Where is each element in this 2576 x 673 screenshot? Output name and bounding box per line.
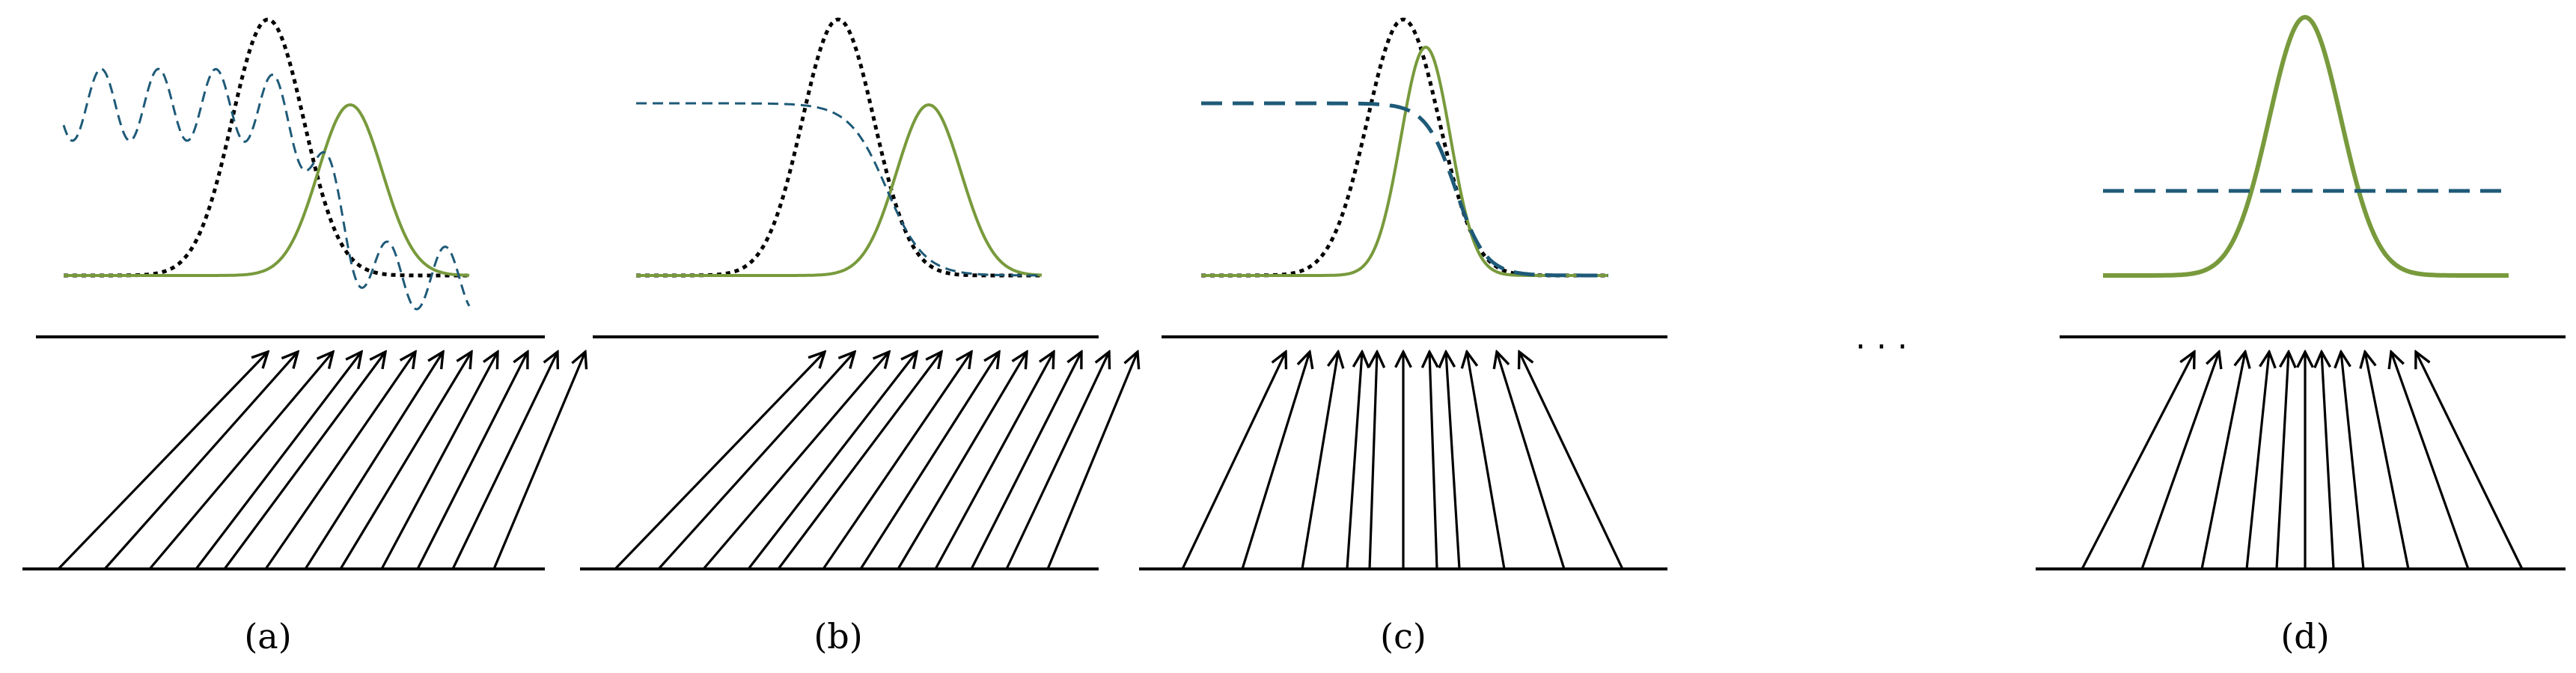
- panel-b-ratio-curve: [636, 102, 1042, 277]
- panel-d-model-curve: [2103, 14, 2509, 278]
- panel-b-arrow: [970, 352, 1081, 570]
- panel-a-arrow: [103, 352, 298, 570]
- panel-b-arrow: [1005, 352, 1109, 570]
- ellipsis: · · ·: [1855, 328, 1908, 366]
- panel-b-arrow: [897, 352, 1027, 570]
- panel-d-arrow: [2416, 352, 2524, 570]
- panel-a-arrow: [451, 352, 558, 570]
- panel-b-arrow: [1046, 352, 1138, 570]
- panel-d: (d): [2036, 14, 2566, 657]
- panel-c-model-curve: [1201, 45, 1608, 277]
- panel-a-model-curve: [64, 103, 470, 277]
- panel-b-model-curve: [636, 103, 1043, 277]
- panel-d-arrows: [2081, 352, 2524, 570]
- panel-d-arrow: [2245, 352, 2269, 570]
- panel-c-arrow: [1429, 352, 1437, 570]
- panel-a-ratio-curve: [62, 67, 471, 311]
- panel-c-arrow: [1370, 352, 1377, 570]
- panel-b-arrow: [702, 352, 889, 570]
- panel-c-arrow: [1497, 352, 1566, 570]
- panel-c-ratio-curve: [1201, 101, 1608, 278]
- panel-a-arrow: [380, 352, 498, 570]
- panel-c: (c): [1139, 17, 1667, 657]
- panel-d-caption: (d): [2280, 616, 2329, 657]
- panel-c-arrow: [1301, 352, 1338, 570]
- panel-b-target-curve: [636, 17, 1042, 278]
- panel-c-target-curve: [1201, 17, 1608, 278]
- panel-a-arrow: [57, 352, 268, 570]
- panel-b-plot: [636, 17, 1043, 278]
- panel-a-arrow: [304, 352, 443, 570]
- panel-a-plot: [62, 17, 471, 311]
- panel-b-arrow: [934, 352, 1054, 570]
- panel-b-arrow: [657, 352, 855, 570]
- panel-d-arrow: [2341, 352, 2365, 570]
- panel-d-arrow: [2081, 352, 2194, 570]
- panel-c-arrow: [1241, 352, 1310, 570]
- panel-c-arrows: [1181, 352, 1624, 570]
- panel-d-arrow: [2275, 352, 2289, 570]
- panel-a-arrow: [264, 352, 415, 570]
- panel-d-arrow: [2140, 352, 2219, 570]
- panel-b-arrow: [777, 352, 941, 570]
- panel-d-arrow: [2391, 352, 2470, 570]
- panel-d-plot: [2103, 14, 2509, 278]
- panel-d-arrow: [2322, 352, 2335, 570]
- panel-a-arrow: [416, 352, 528, 570]
- panel-c-caption: (c): [1380, 616, 1426, 657]
- panel-b: (b): [580, 17, 1138, 657]
- panel-c-arrow: [1181, 352, 1286, 570]
- panel-b-caption: (b): [814, 616, 862, 657]
- panel-a-target-curve: [64, 17, 469, 278]
- panel-c-arrow: [1446, 352, 1461, 570]
- panel-b-arrow: [614, 352, 825, 570]
- panel-a-arrow: [223, 352, 385, 570]
- panel-b-arrow: [822, 352, 971, 570]
- panel-c-arrow: [1346, 352, 1362, 570]
- panel-a-arrows: [57, 352, 585, 570]
- panel-a: (a): [22, 17, 585, 657]
- panel-a-arrow: [339, 352, 471, 570]
- panel-d-arrow: [2200, 352, 2245, 570]
- panel-a-arrow: [148, 352, 333, 570]
- panel-d-target-curve: [2103, 15, 2509, 278]
- panel-a-caption: (a): [244, 616, 291, 657]
- panel-a-arrow: [492, 352, 585, 570]
- panel-b-arrow: [747, 352, 917, 570]
- panel-a-arrow: [195, 352, 361, 570]
- panel-d-arrow: [2365, 352, 2410, 570]
- panel-c-plot: [1201, 17, 1608, 278]
- panel-c-arrow: [1467, 352, 1506, 570]
- panel-c-arrow: [1519, 352, 1624, 570]
- panel-b-arrows: [614, 352, 1138, 570]
- panel-b-arrow: [859, 352, 999, 570]
